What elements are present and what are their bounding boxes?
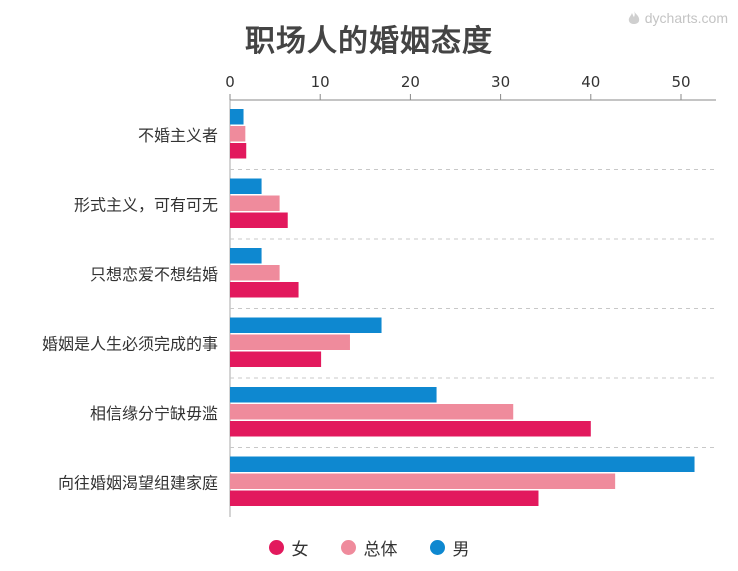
legend-label: 男 (452, 540, 470, 560)
category-label: 相信缘分宁缺毋滥 (90, 404, 218, 423)
bar (230, 195, 280, 211)
bar (230, 317, 382, 333)
watermark-text: dycharts.com (644, 10, 728, 26)
legend-label: 总体 (363, 540, 398, 560)
x-tick-label: 50 (671, 73, 690, 91)
bar (230, 404, 514, 420)
bar (230, 456, 695, 472)
legend-item[interactable]: 男 (429, 535, 470, 560)
bar (230, 282, 299, 298)
legend-dot-icon (340, 540, 356, 555)
category-label: 向往婚姻渴望组建家庭 (58, 473, 218, 492)
legend-label: 女 (291, 540, 309, 560)
bar (230, 265, 280, 281)
legend-dot-icon (429, 540, 445, 555)
bar (230, 143, 247, 159)
x-tick-label: 10 (311, 73, 330, 91)
bar (230, 109, 244, 125)
category-label: 形式主义，可有可无 (74, 195, 218, 214)
bar (230, 490, 539, 506)
category-label: 只想恋爱不想结婚 (90, 265, 218, 284)
bar (230, 334, 350, 350)
legend: 女 总体 男 (0, 535, 738, 560)
category-label: 婚姻是人生必须完成的事 (42, 334, 218, 353)
bar (230, 351, 322, 367)
bar (230, 421, 591, 437)
bar (230, 473, 616, 489)
x-tick-label: 30 (491, 73, 510, 91)
bar (230, 212, 288, 228)
flame-logo-icon (628, 11, 639, 24)
legend-dot-icon (268, 540, 284, 555)
x-tick-label: 20 (401, 73, 420, 91)
bar (230, 126, 246, 142)
watermark: dycharts.com (627, 10, 728, 26)
legend-item[interactable]: 女 (268, 535, 309, 560)
bar-chart: 0 10 20 30 40 50 不婚主义者形式主义，可有可无只想恋爱不想结婚婚姻是人生必须… (42, 73, 716, 517)
category-label: 不婚主义者 (138, 126, 218, 145)
chart-title: 职场人的婚姻态度 (245, 24, 493, 59)
x-tick-label: 0 (225, 73, 235, 91)
bar (230, 387, 437, 403)
legend-item[interactable]: 总体 (340, 535, 398, 560)
bar (230, 248, 262, 264)
bar (230, 178, 262, 194)
x-tick-label: 40 (581, 73, 600, 91)
